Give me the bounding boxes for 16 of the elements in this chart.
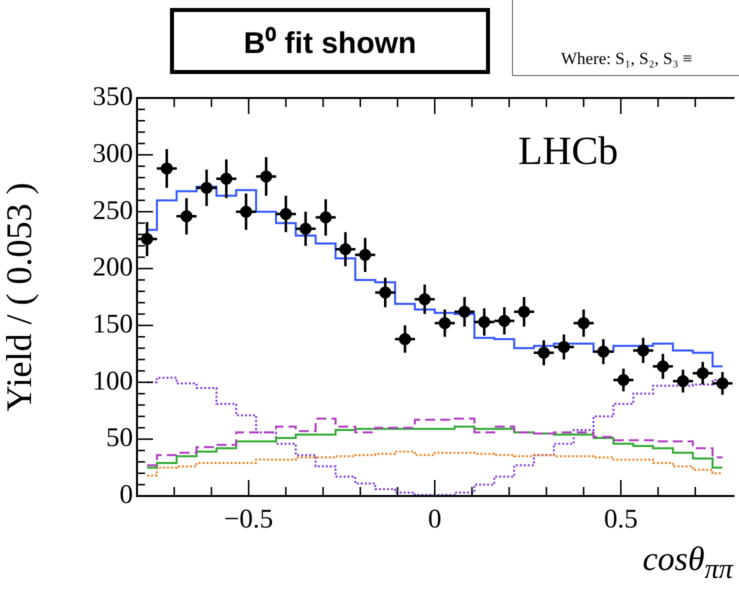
y-tick-label: 150: [92, 308, 133, 339]
text: Where: S₁, S₂, S₃ ≡: [512, 0, 739, 76]
y-tick-label: 200: [92, 252, 133, 282]
x-tick-label: 0: [428, 503, 442, 534]
annotation: LHCb: [518, 128, 618, 173]
x-axis-title: cosθ$_{ππ}$: [642, 541, 733, 586]
chart-title: B⁰ fit shown: [170, 8, 490, 74]
y-tick-label: 300: [92, 138, 133, 168]
x-tick-label: 0.5: [604, 503, 638, 534]
y-tick-label: 100: [92, 365, 133, 396]
y-tick-label: 250: [92, 194, 133, 225]
x-tick-label: −0.5: [224, 503, 274, 534]
y-tick-label: 0: [120, 479, 133, 510]
y-tick-label: 350: [92, 81, 133, 112]
y-tick-label: 50: [106, 422, 133, 452]
y-axis-title: Yield / ( 0.053 ): [0, 182, 40, 412]
